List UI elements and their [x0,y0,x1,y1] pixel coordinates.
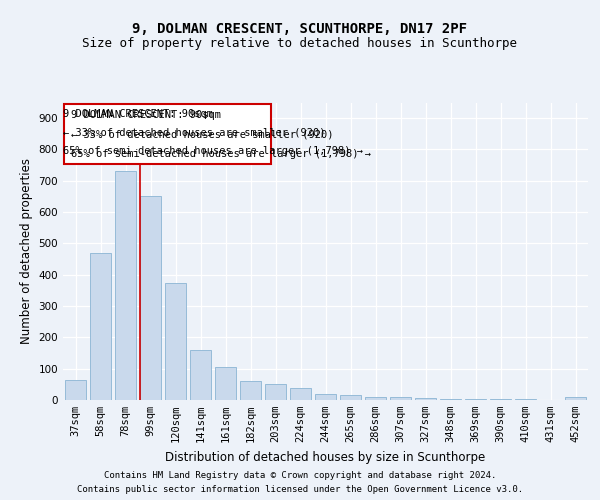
Text: 9 DOLMAN CRESCENT: 90sqm: 9 DOLMAN CRESCENT: 90sqm [63,109,213,119]
FancyBboxPatch shape [64,104,271,164]
Bar [290,388,311,400]
Bar [90,253,111,400]
Bar [315,394,336,400]
Text: Contains HM Land Registry data © Crown copyright and database right 2024.: Contains HM Land Registry data © Crown c… [104,472,496,480]
Text: Contains public sector information licensed under the Open Government Licence v3: Contains public sector information licen… [77,484,523,494]
Bar [365,397,386,400]
Bar [465,399,486,400]
Bar [215,367,236,400]
Bar [440,398,461,400]
Text: 9 DOLMAN CRESCENT: 90sqm: 9 DOLMAN CRESCENT: 90sqm [71,110,221,120]
Text: Size of property relative to detached houses in Scunthorpe: Size of property relative to detached ho… [83,38,517,51]
Bar [565,398,586,400]
Bar [390,398,411,400]
Bar [190,350,211,400]
Text: ← 33% of detached houses are smaller (920): ← 33% of detached houses are smaller (92… [63,128,325,138]
Bar [115,172,136,400]
Bar [265,384,286,400]
Text: 9, DOLMAN CRESCENT, SCUNTHORPE, DN17 2PF: 9, DOLMAN CRESCENT, SCUNTHORPE, DN17 2PF [133,22,467,36]
Bar [165,282,186,400]
Text: 65% of semi-detached houses are larger (1,798) →: 65% of semi-detached houses are larger (… [71,148,371,158]
Text: ← 33% of detached houses are smaller (920): ← 33% of detached houses are smaller (92… [71,130,334,140]
Bar [340,396,361,400]
Bar [140,196,161,400]
Bar [240,381,261,400]
X-axis label: Distribution of detached houses by size in Scunthorpe: Distribution of detached houses by size … [166,450,485,464]
Bar [415,398,436,400]
Bar [65,380,86,400]
Y-axis label: Number of detached properties: Number of detached properties [20,158,33,344]
Text: 65% of semi-detached houses are larger (1,798) →: 65% of semi-detached houses are larger (… [63,146,363,156]
